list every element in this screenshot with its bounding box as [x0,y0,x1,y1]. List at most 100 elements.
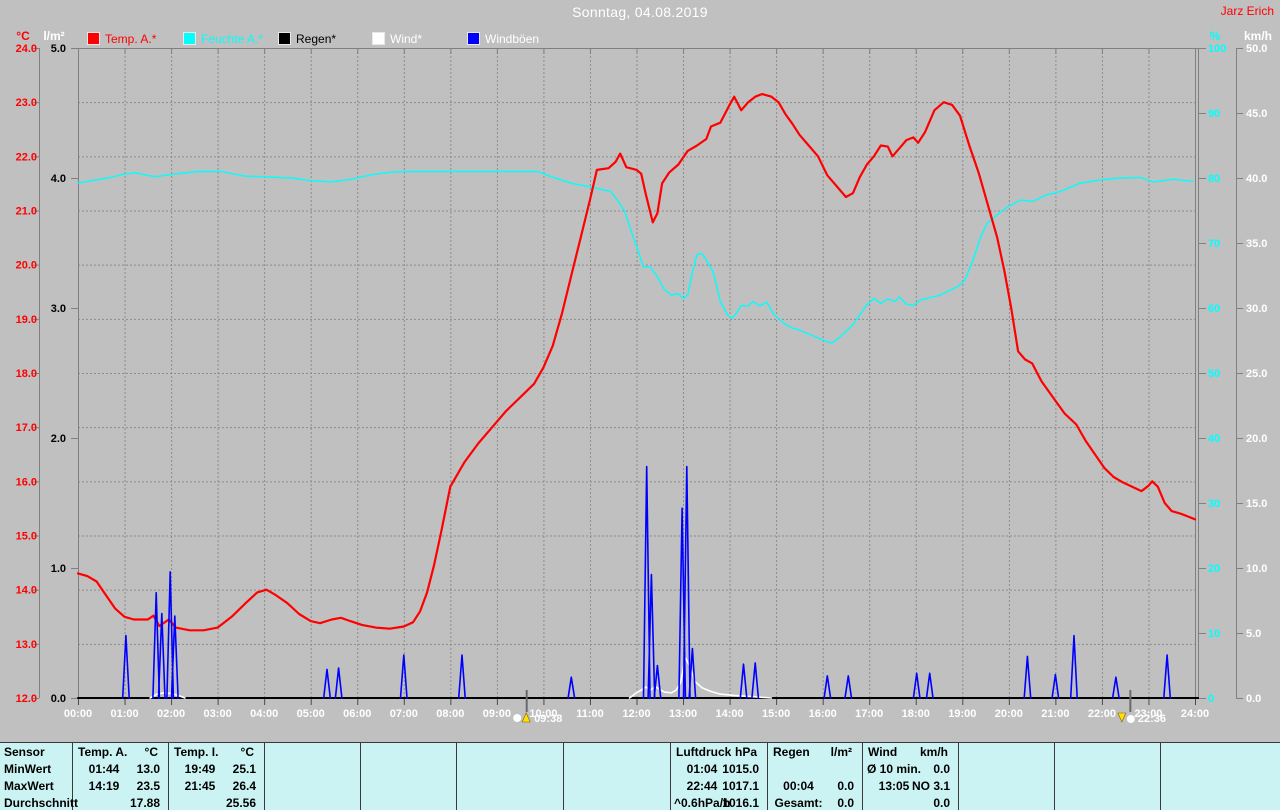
x-axis-tick-label: 01:00 [110,708,138,720]
series-windb-en [688,647,697,699]
table-cell-time: Ø 10 min. [866,762,922,776]
x-axis-tick-label: 12:00 [622,708,650,720]
series-windb-en [1163,654,1172,699]
temp-axis-tick-label: 15.0 [16,531,37,543]
table-column-separator [72,743,73,810]
astro-marker-time: 22:36 [1138,713,1166,725]
axes-frame [33,48,1243,705]
humidity-axis-tick-label: 100 [1208,43,1226,55]
x-axis-tick-label: 09:00 [483,708,511,720]
table-column-title: Regen [773,745,810,759]
temp-axis-tick-label: 21.0 [16,206,37,218]
temp-axis-tick-label: 19.0 [16,314,37,326]
series-windb-en [925,672,934,699]
wind-axis-tick-label: 45.0 [1246,108,1267,120]
table-column-unit: hPa [734,745,757,759]
wind-axis-tick-label: 5.0 [1246,628,1261,640]
x-axis-tick-label: 02:00 [157,708,185,720]
table-column-separator [670,743,671,810]
moon-down-icon [1117,712,1127,723]
table-column-title: Wind [868,745,898,759]
temp-axis-tick-label: 20.0 [16,260,37,272]
temp-axis-tick-label: 14.0 [16,585,37,597]
series-windb-en [457,654,467,699]
table-cell-value: 0.0 [837,779,854,793]
series-windb-en [844,675,853,699]
series-windb-en [1023,655,1032,699]
x-axis-tick-label: 20:00 [995,708,1023,720]
x-axis-tick-label: 05:00 [297,708,325,720]
table-column-title: Luftdruck [676,745,732,759]
table-cell-time: 21:45 [184,779,216,793]
table-column-separator [958,743,959,810]
wind-axis-tick-label: 20.0 [1246,433,1267,445]
chart-legend: Temp. A.* Feuchte A.* Regen* Wind* Windböen [0,31,1280,47]
temp-axis-tick-label: 12.0 [16,693,37,705]
temp-axis-tick-label: 23.0 [16,97,37,109]
axis-labels: 12.0 13.0 14.0 15.0 16.0 17.0 18.0 19.0 20.0 21.0… [16,29,1272,720]
series-windb-en [823,675,832,699]
series-windb-en [647,573,656,699]
series-windb-en [121,634,130,699]
temp-axis-title: °C [16,29,30,43]
rain-axis-tick-label: 0.0 [51,693,66,705]
rain-axis-tick-label: 3.0 [51,303,66,315]
table-column-unit: km/h [919,745,948,759]
table-column-separator [563,743,564,810]
legend-swatch [278,32,291,45]
series-windb-en [152,591,161,699]
x-axis-tick-label: 22:00 [1088,708,1116,720]
humidity-axis-tick-label: 90 [1208,108,1220,120]
temp-axis-tick-label: 17.0 [16,422,37,434]
temp-axis-tick-label: 22.0 [16,151,37,163]
table-cell-value: 26.4 [232,779,256,793]
table-column-separator [264,743,265,810]
rain-axis-tick-label: 1.0 [51,563,66,575]
x-axis-tick-label: 15:00 [762,708,790,720]
x-axis-tick-label: 17:00 [855,708,883,720]
astro-marker-time: 09:38 [534,713,562,725]
table-cell-value: 23.5 [136,779,160,793]
legend-swatch [183,32,196,45]
table-row-header: MaxWert [4,779,54,793]
astro-markers: 09:38 22:36 [513,690,1166,725]
x-axis-tick-label: 21:00 [1041,708,1069,720]
x-axis-tick-label: 16:00 [809,708,837,720]
table-cell-time: 14:19 [88,779,120,793]
legend-label: Windböen [485,31,540,46]
x-axis-tick-label: 06:00 [343,708,371,720]
table-column-title: Temp. I. [174,745,219,759]
humidity-axis-tick-label: 50 [1208,368,1220,380]
legend-item-feuchte-a: Feuchte A.* [183,31,263,46]
table-column-separator [360,743,361,810]
humidity-axis-tick-label: 20 [1208,563,1220,575]
legend-swatch [87,32,100,45]
humidity-axis-tick-label: 30 [1208,498,1220,510]
humidity-axis-tick-label: 0 [1208,693,1214,705]
gridlines [78,48,1195,698]
legend-item-regen: Regen* [278,31,336,46]
sun-up-icon [513,714,522,722]
humidity-axis-tick-label: 60 [1208,303,1220,315]
x-axis-tick-label: 00:00 [64,708,92,720]
rain-axis-tick-label: 4.0 [51,173,66,185]
moon-down-icon [1126,715,1135,723]
table-column-title: Temp. A. [78,745,128,759]
x-axis-tick-label: 04:00 [250,708,278,720]
humidity-axis-title: % [1210,29,1221,43]
temp-axis-tick-label: 16.0 [16,476,37,488]
series-windb-en [642,465,651,699]
table-cell-value: 17.88 [129,796,160,810]
table-row-header: MinWert [4,762,52,776]
legend-swatch [467,32,480,45]
series-wind [628,656,773,699]
temp-axis-tick-label: 13.0 [16,639,37,651]
weather-chart: 12.0 13.0 14.0 15.0 16.0 17.0 18.0 19.0 20.0 21.0… [16,29,1272,725]
humidity-axis-tick-label: 40 [1208,433,1220,445]
series-windb-en [399,654,408,699]
series-windb-en [166,571,175,699]
table-column-separator [767,743,768,810]
series-windb-en [1069,634,1078,699]
temp-axis-tick-label: 24.0 [16,43,37,55]
table-cell-value: NO 3.1 [911,779,950,793]
